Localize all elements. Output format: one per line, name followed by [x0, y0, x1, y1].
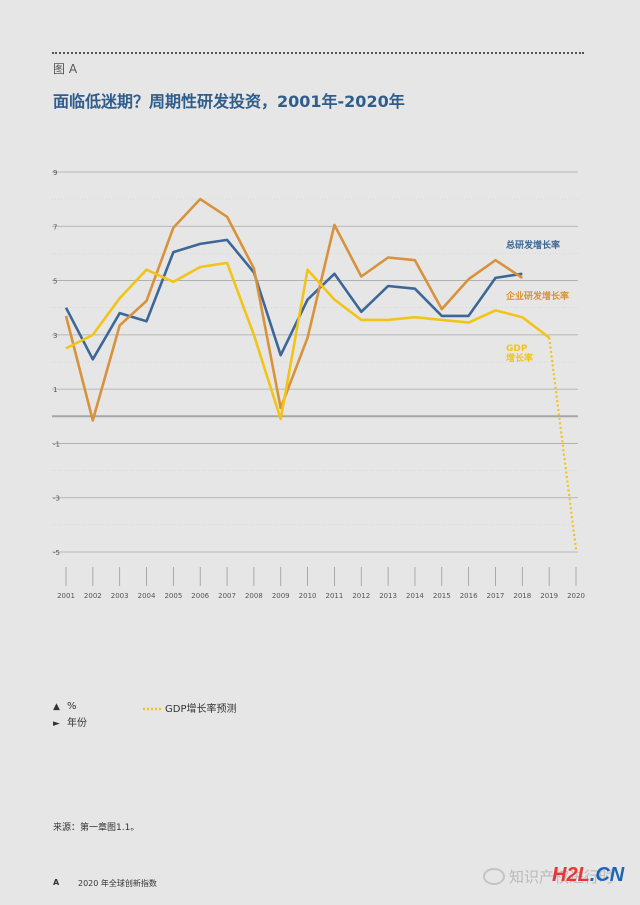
triangle-up-icon: ▲ — [53, 702, 60, 712]
footer-page-marker: A — [53, 878, 60, 887]
series-label: GDP — [506, 344, 528, 354]
y-tick-label: -5 — [53, 549, 60, 557]
y-tick-label: -1 — [53, 440, 60, 448]
wechat-icon — [483, 868, 505, 885]
y-tick-label: 9 — [53, 169, 57, 177]
y-tick-label: 1 — [53, 386, 57, 394]
x-tick-label: 2001 — [57, 592, 75, 600]
series-line-0 — [64, 238, 523, 361]
chart-title: 面临低迷期？周期性研发投资，2001年-2020年 — [53, 92, 405, 111]
x-tick-label: 2003 — [111, 592, 129, 600]
x-tick-label: 2002 — [84, 592, 102, 600]
x-tick-label: 2010 — [299, 592, 317, 600]
watermark-text: 知识产权进行时 — [509, 868, 615, 886]
series-lines — [64, 197, 578, 550]
triangle-right-icon: ► — [53, 719, 60, 729]
x-tick-label: 2012 — [352, 592, 370, 600]
y-tick-label: -3 — [53, 495, 60, 503]
y-tick-labels: 9 7 5 3 1 -1 -3 -5 — [53, 169, 60, 557]
y-tick-label: 5 — [53, 278, 57, 286]
x-tick-label: 2008 — [245, 592, 263, 600]
series-label: 增长率 — [506, 352, 533, 364]
series-line-1 — [64, 197, 524, 422]
x-tick-label: 2007 — [218, 592, 236, 600]
x-tick-label: 2019 — [540, 592, 558, 600]
x-tick-label: 2016 — [460, 592, 478, 600]
watermark: 知识产权进行时 — [483, 866, 614, 887]
x-tick-label: 2013 — [379, 592, 397, 600]
legend-forecast: GDP增长率预测 — [143, 700, 236, 715]
top-dotted-rule — [52, 52, 584, 54]
x-tick-label: 2015 — [433, 592, 451, 600]
x-tick-label: 2014 — [406, 592, 424, 600]
legend-y-axis: ▲% — [53, 701, 77, 712]
y-tick-label: 3 — [53, 332, 57, 340]
legend-forecast-label: GDP增长率预测 — [165, 704, 237, 715]
site-logo-a: H2L — [552, 864, 590, 886]
x-tick-labels: 2001 2002 2003 2004 2005 2006 2007 2008 2009 2010… — [57, 567, 585, 600]
footer-title: 2020 年全球创新指数 — [78, 879, 157, 888]
x-tick-label: 2004 — [138, 592, 156, 600]
series-label: 总研发增长率 — [506, 239, 560, 251]
chart-canvas: 9 7 5 3 1 -1 -3 -5 2001 2002 2003 2004 2005 2006 2007… — [52, 169, 585, 600]
site-logo: H2L.CN — [552, 864, 624, 887]
x-tick-label: 2017 — [487, 592, 505, 600]
x-tick-label: 2018 — [513, 592, 531, 600]
series-line-2 — [65, 261, 550, 421]
figure-label: 图 A — [53, 62, 78, 76]
x-tick-label: 2005 — [164, 592, 182, 600]
x-tick-label: 2006 — [191, 592, 209, 600]
legend-x-axis-label: 年份 — [67, 718, 87, 729]
site-logo-b: .CN — [589, 864, 625, 886]
legend-x-axis: ► 年份 — [53, 714, 87, 729]
legend-y-axis-label: % — [67, 701, 77, 712]
x-tick-label: 2011 — [326, 592, 344, 600]
series-label: 企业研发增长率 — [505, 290, 569, 302]
x-tick-label: 2009 — [272, 592, 290, 600]
source-note: 来源：第一章图1.1。 — [53, 823, 140, 833]
x-tick-label: 2020 — [567, 592, 585, 600]
y-tick-label: 7 — [53, 223, 57, 231]
grid — [52, 171, 578, 553]
dotted-line-icon — [143, 707, 163, 711]
